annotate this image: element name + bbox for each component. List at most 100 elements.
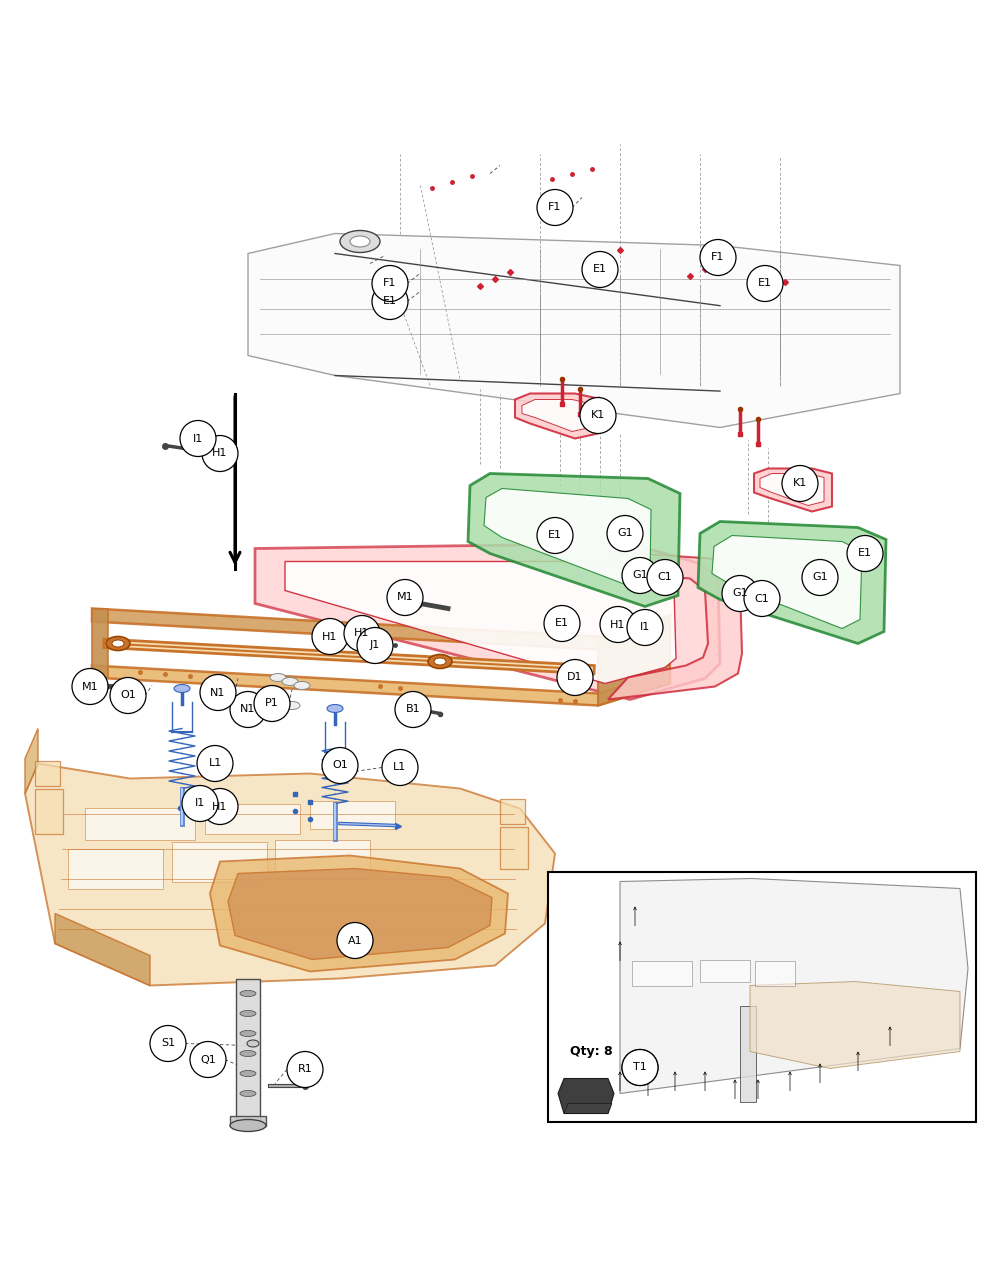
Text: L1: L1 <box>393 763 407 773</box>
Ellipse shape <box>174 684 190 693</box>
Text: P1: P1 <box>265 698 279 708</box>
Ellipse shape <box>340 231 380 252</box>
Text: H1: H1 <box>354 628 370 639</box>
Polygon shape <box>712 536 862 628</box>
Polygon shape <box>632 960 692 986</box>
Polygon shape <box>275 840 370 878</box>
Circle shape <box>700 239 736 275</box>
Circle shape <box>372 266 408 302</box>
Text: I1: I1 <box>640 622 650 632</box>
Text: O1: O1 <box>120 691 136 701</box>
Text: G1: G1 <box>632 570 648 580</box>
Text: G1: G1 <box>617 528 633 538</box>
Ellipse shape <box>260 693 276 702</box>
Ellipse shape <box>240 1050 256 1057</box>
Text: E1: E1 <box>858 549 872 559</box>
Text: N1: N1 <box>240 704 256 715</box>
Circle shape <box>537 190 573 226</box>
Polygon shape <box>522 399 590 432</box>
Circle shape <box>802 560 838 595</box>
Text: G1: G1 <box>812 573 828 583</box>
Circle shape <box>744 580 780 617</box>
Circle shape <box>344 616 380 651</box>
Ellipse shape <box>240 1030 256 1036</box>
Circle shape <box>557 660 593 696</box>
Polygon shape <box>35 788 63 834</box>
Circle shape <box>197 745 233 782</box>
Text: M1: M1 <box>397 593 413 603</box>
Circle shape <box>582 252 618 288</box>
Polygon shape <box>700 959 750 982</box>
Polygon shape <box>25 764 555 986</box>
Polygon shape <box>255 544 720 699</box>
Text: Qty: 8: Qty: 8 <box>570 1045 613 1058</box>
Polygon shape <box>210 855 508 972</box>
Circle shape <box>337 922 373 959</box>
Polygon shape <box>248 233 900 427</box>
Polygon shape <box>55 914 150 986</box>
Ellipse shape <box>350 236 370 247</box>
Ellipse shape <box>608 609 622 617</box>
Polygon shape <box>740 1006 756 1101</box>
Text: R1: R1 <box>298 1064 312 1074</box>
Ellipse shape <box>112 640 124 647</box>
Ellipse shape <box>328 622 342 628</box>
Circle shape <box>322 748 358 783</box>
Text: T1: T1 <box>633 1063 647 1072</box>
Circle shape <box>622 1049 658 1086</box>
Polygon shape <box>285 561 676 683</box>
Polygon shape <box>92 608 108 678</box>
Polygon shape <box>515 394 598 438</box>
Circle shape <box>395 692 431 727</box>
Polygon shape <box>755 960 795 986</box>
Polygon shape <box>35 760 60 786</box>
Text: L1: L1 <box>208 759 222 769</box>
Polygon shape <box>468 474 680 607</box>
Ellipse shape <box>272 698 288 706</box>
Text: E1: E1 <box>555 618 569 628</box>
Circle shape <box>382 750 418 786</box>
Circle shape <box>312 618 348 655</box>
Ellipse shape <box>355 620 369 627</box>
Circle shape <box>782 465 818 502</box>
Circle shape <box>254 685 290 721</box>
Polygon shape <box>92 608 670 650</box>
Circle shape <box>150 1025 186 1062</box>
FancyBboxPatch shape <box>548 872 976 1121</box>
Circle shape <box>202 788 238 825</box>
Polygon shape <box>500 826 528 868</box>
Text: N1: N1 <box>210 688 226 698</box>
Text: H1: H1 <box>212 802 228 811</box>
Polygon shape <box>608 551 742 699</box>
Circle shape <box>580 398 616 433</box>
Text: F1: F1 <box>548 203 562 213</box>
Text: O1: O1 <box>332 760 348 770</box>
Circle shape <box>622 557 658 593</box>
Polygon shape <box>558 1078 614 1114</box>
Polygon shape <box>230 1115 266 1125</box>
Circle shape <box>182 786 218 821</box>
Text: J1: J1 <box>370 641 380 650</box>
Ellipse shape <box>282 678 298 685</box>
Circle shape <box>647 560 683 595</box>
Circle shape <box>627 609 663 645</box>
Circle shape <box>372 284 408 319</box>
Polygon shape <box>92 665 670 706</box>
Text: Q1: Q1 <box>200 1054 216 1064</box>
Text: K1: K1 <box>793 479 807 489</box>
Ellipse shape <box>341 625 355 632</box>
Polygon shape <box>228 868 492 959</box>
Circle shape <box>387 579 423 616</box>
Polygon shape <box>25 729 38 793</box>
Ellipse shape <box>240 1091 256 1096</box>
Text: H1: H1 <box>322 631 338 641</box>
Text: C1: C1 <box>755 593 769 603</box>
Circle shape <box>537 517 573 554</box>
Ellipse shape <box>270 674 286 682</box>
Circle shape <box>202 436 238 471</box>
Polygon shape <box>236 978 260 1124</box>
Polygon shape <box>85 807 195 840</box>
Text: E1: E1 <box>548 531 562 541</box>
Text: I1: I1 <box>193 433 203 443</box>
Text: K1: K1 <box>591 411 605 421</box>
